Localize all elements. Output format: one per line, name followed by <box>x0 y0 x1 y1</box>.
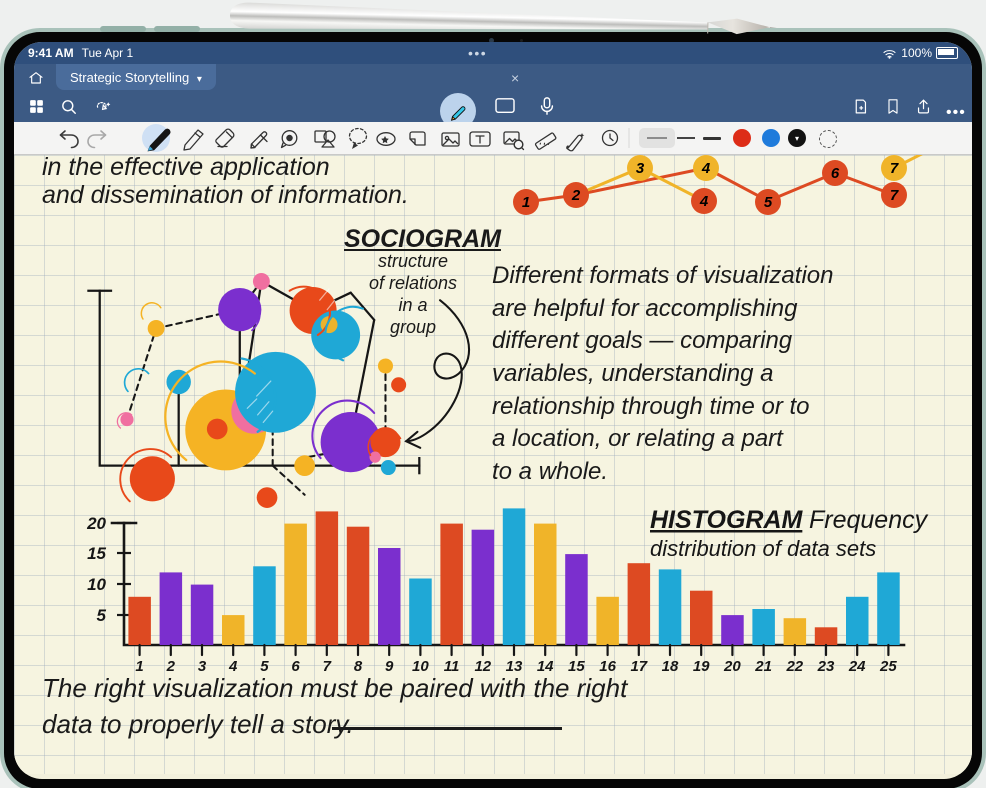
svg-text:18: 18 <box>662 658 679 675</box>
svg-text:23: 23 <box>817 658 835 675</box>
svg-text:6: 6 <box>831 165 840 182</box>
svg-text:20: 20 <box>723 658 741 675</box>
svg-text:4: 4 <box>701 160 711 177</box>
svg-text:2: 2 <box>571 187 581 204</box>
svg-text:10: 10 <box>87 575 106 594</box>
svg-text:22: 22 <box>785 658 803 675</box>
svg-text:distribution of data sets: distribution of data sets <box>650 536 876 561</box>
svg-text:15: 15 <box>87 544 106 563</box>
svg-text:19: 19 <box>693 658 710 675</box>
svg-text:HISTOGRAM: HISTOGRAM <box>650 506 803 534</box>
svg-text:17: 17 <box>630 658 647 675</box>
svg-text:7: 7 <box>890 160 899 177</box>
svg-text:Frequency: Frequency <box>809 506 929 534</box>
svg-text:24: 24 <box>848 658 866 675</box>
svg-text:20: 20 <box>86 514 106 533</box>
svg-text:5: 5 <box>97 606 107 625</box>
svg-text:21: 21 <box>754 658 772 675</box>
svg-text:7: 7 <box>890 187 899 204</box>
svg-text:25: 25 <box>879 658 897 675</box>
svg-text:1: 1 <box>522 194 530 211</box>
svg-text:4: 4 <box>699 193 709 210</box>
svg-text:3: 3 <box>636 160 645 177</box>
svg-text:5: 5 <box>764 194 773 211</box>
